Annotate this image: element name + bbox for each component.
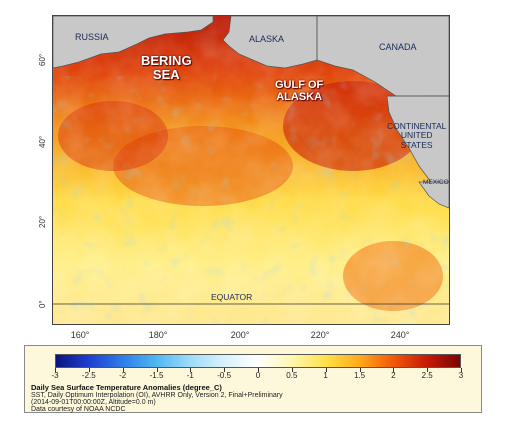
russia-landmass: [53, 16, 214, 69]
colorbar-tick: [325, 368, 327, 372]
colorbar-tick: [291, 368, 293, 372]
legend-credit-line: Data courtesy of NOAA NCDC: [31, 406, 126, 413]
colorbar-tick: [393, 368, 395, 372]
colorbar-tick-label: 2: [391, 371, 396, 380]
canada-landmass: [316, 16, 449, 103]
colorbar-tick: [359, 368, 361, 372]
label-continental-us-text: CONTINENTAL UNITED STATES: [387, 121, 447, 150]
colorbar-tick: [224, 368, 226, 372]
colorbar-tick: [461, 368, 462, 372]
legend-panel: Daily Sea Surface Temperature Anomalies …: [24, 345, 482, 413]
label-bering-sea-text: BERING SEA: [141, 53, 192, 82]
map-canvas: [53, 16, 449, 324]
colorbar-tick-label: 1: [323, 371, 328, 380]
mexico-landmass: [418, 181, 449, 209]
legend-title: Daily Sea Surface Temperature Anomalies …: [31, 383, 222, 392]
colorbar-tick-label: 0: [255, 371, 261, 380]
colorbar-tick: [156, 368, 158, 372]
label-gulf-of-alaska-text: GULF OF ALASKA: [275, 79, 324, 103]
lon-label-180: 180°: [148, 330, 168, 340]
label-mexico: MEXICO: [423, 179, 449, 186]
colorbar-tick: [258, 368, 259, 372]
colorbar-tick-label: -1.5: [149, 371, 164, 380]
label-bering-sea: BERING SEA: [141, 54, 192, 81]
colorbar-tick-label: -1: [186, 371, 194, 380]
colorbar: [55, 354, 461, 368]
lat-label-60: 60°: [38, 53, 47, 66]
lon-label-220: 220°: [310, 330, 330, 340]
sst-anomaly-map: BERING SEA GULF OF ALASKA RUSSIA ALASKA …: [52, 15, 450, 325]
colorbar-tick-label: -3: [51, 371, 59, 380]
legend-date-line: (2014-09-01T00:00:00Z, Altitude=0.0 m): [31, 399, 156, 406]
label-russia: RUSSIA: [75, 32, 109, 42]
label-continental-us: CONTINENTAL UNITED STATES: [387, 121, 447, 150]
colorbar-tick: [427, 368, 429, 372]
colorbar-tick-label: -2.5: [81, 371, 96, 380]
label-canada: CANADA: [379, 42, 417, 52]
colorbar-tick: [55, 368, 56, 372]
lat-label-20: 20°: [38, 215, 47, 228]
lon-label-200: 200°: [230, 330, 250, 340]
colorbar-tick-label: 0.5: [286, 371, 298, 380]
colorbar-tick-label: 2.5: [421, 371, 433, 380]
legend-source-line: SST, Daily Optimum Interpolation (OI), A…: [31, 392, 283, 399]
colorbar-tick-label: -2: [119, 371, 127, 380]
cool-anomaly-speckle: [53, 76, 449, 324]
colorbar-tick-label: 3: [458, 371, 464, 380]
label-alaska: ALASKA: [249, 34, 285, 44]
united-states-landmass: [386, 95, 449, 183]
colorbar-tick: [122, 368, 124, 372]
label-equator: EQUATOR: [211, 292, 253, 302]
colorbar-tick: [190, 368, 192, 372]
label-gulf-of-alaska: GULF OF ALASKA: [275, 79, 324, 103]
lat-label-40: 40°: [38, 135, 47, 148]
colorbar-tick-label: 1.5: [353, 371, 366, 380]
lon-label-240: 240°: [390, 330, 410, 340]
lat-label-0: 0°: [38, 300, 47, 308]
colorbar-tick-label: -0.5: [217, 371, 232, 380]
colorbar-tick: [88, 368, 90, 372]
lon-label-160: 160°: [70, 330, 90, 340]
